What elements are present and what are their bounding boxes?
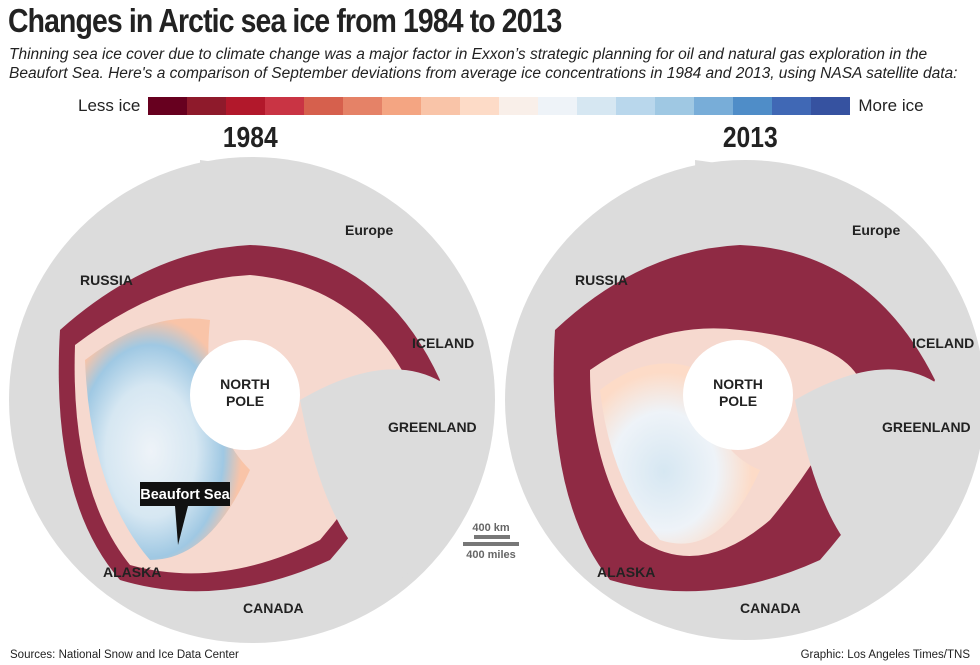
svg-text:400 miles: 400 miles: [466, 549, 516, 561]
legend-swatch: [577, 97, 617, 115]
legend-swatch: [460, 97, 500, 115]
label-iceland-1984: ICELAND: [412, 335, 474, 351]
legend-swatch: [382, 97, 422, 115]
label-alaska-2013: ALASKA: [597, 564, 655, 580]
legend-more-label: More ice: [858, 96, 924, 115]
svg-text:Beaufort Sea: Beaufort Sea: [140, 487, 230, 503]
legend-swatch: [421, 97, 461, 115]
legend-swatch: [655, 97, 695, 115]
legend-color-bar: [148, 97, 851, 115]
legend-swatch: [772, 97, 812, 115]
scale-bar: 400 km 400 miles: [463, 522, 519, 561]
color-legend: Less ice More ice: [78, 96, 924, 116]
legend-less-label: Less ice: [78, 96, 141, 115]
legend-swatch: [538, 97, 578, 115]
credit: Graphic: Los Angeles Times/TNS: [800, 649, 970, 661]
legend-swatch: [187, 97, 227, 115]
legend-swatch: [265, 97, 305, 115]
map-1984: [9, 157, 495, 643]
page-title: Changes in Arctic sea ice from 1984 to 2…: [8, 2, 562, 39]
legend-swatch: [148, 97, 188, 115]
legend-swatch: [616, 97, 656, 115]
sources: Sources: National Snow and Ice Data Cent…: [10, 649, 239, 661]
label-russia-2013: RUSSIA: [575, 272, 628, 288]
year-2013: 2013: [722, 122, 778, 154]
legend-swatch: [343, 97, 383, 115]
label-europe-2013: Europe: [852, 222, 900, 238]
map-2013: [505, 160, 980, 640]
label-europe-1984: Europe: [345, 222, 393, 238]
label-greenland-2013: GREENLAND: [882, 419, 971, 435]
legend-swatch: [733, 97, 773, 115]
label-canada-1984: CANADA: [243, 600, 304, 616]
legend-swatch: [226, 97, 266, 115]
label-pole-2013: NORTH POLE: [713, 376, 763, 409]
legend-swatch: [304, 97, 344, 115]
subtitle: Thinning sea ice cover due to climate ch…: [9, 46, 958, 82]
legend-swatch: [811, 97, 851, 115]
label-alaska-1984: ALASKA: [103, 564, 161, 580]
svg-text:400 km: 400 km: [472, 522, 510, 534]
label-iceland-2013: ICELAND: [912, 335, 974, 351]
label-greenland-1984: GREENLAND: [388, 419, 477, 435]
label-russia-1984: RUSSIA: [80, 272, 133, 288]
callout-beaufort-sea: Beaufort Sea: [140, 482, 231, 545]
legend-swatch: [499, 97, 539, 115]
label-pole-1984: NORTH POLE: [220, 376, 270, 409]
year-1984: 1984: [222, 122, 278, 154]
label-canada-2013: CANADA: [740, 600, 801, 616]
legend-swatch: [694, 97, 734, 115]
